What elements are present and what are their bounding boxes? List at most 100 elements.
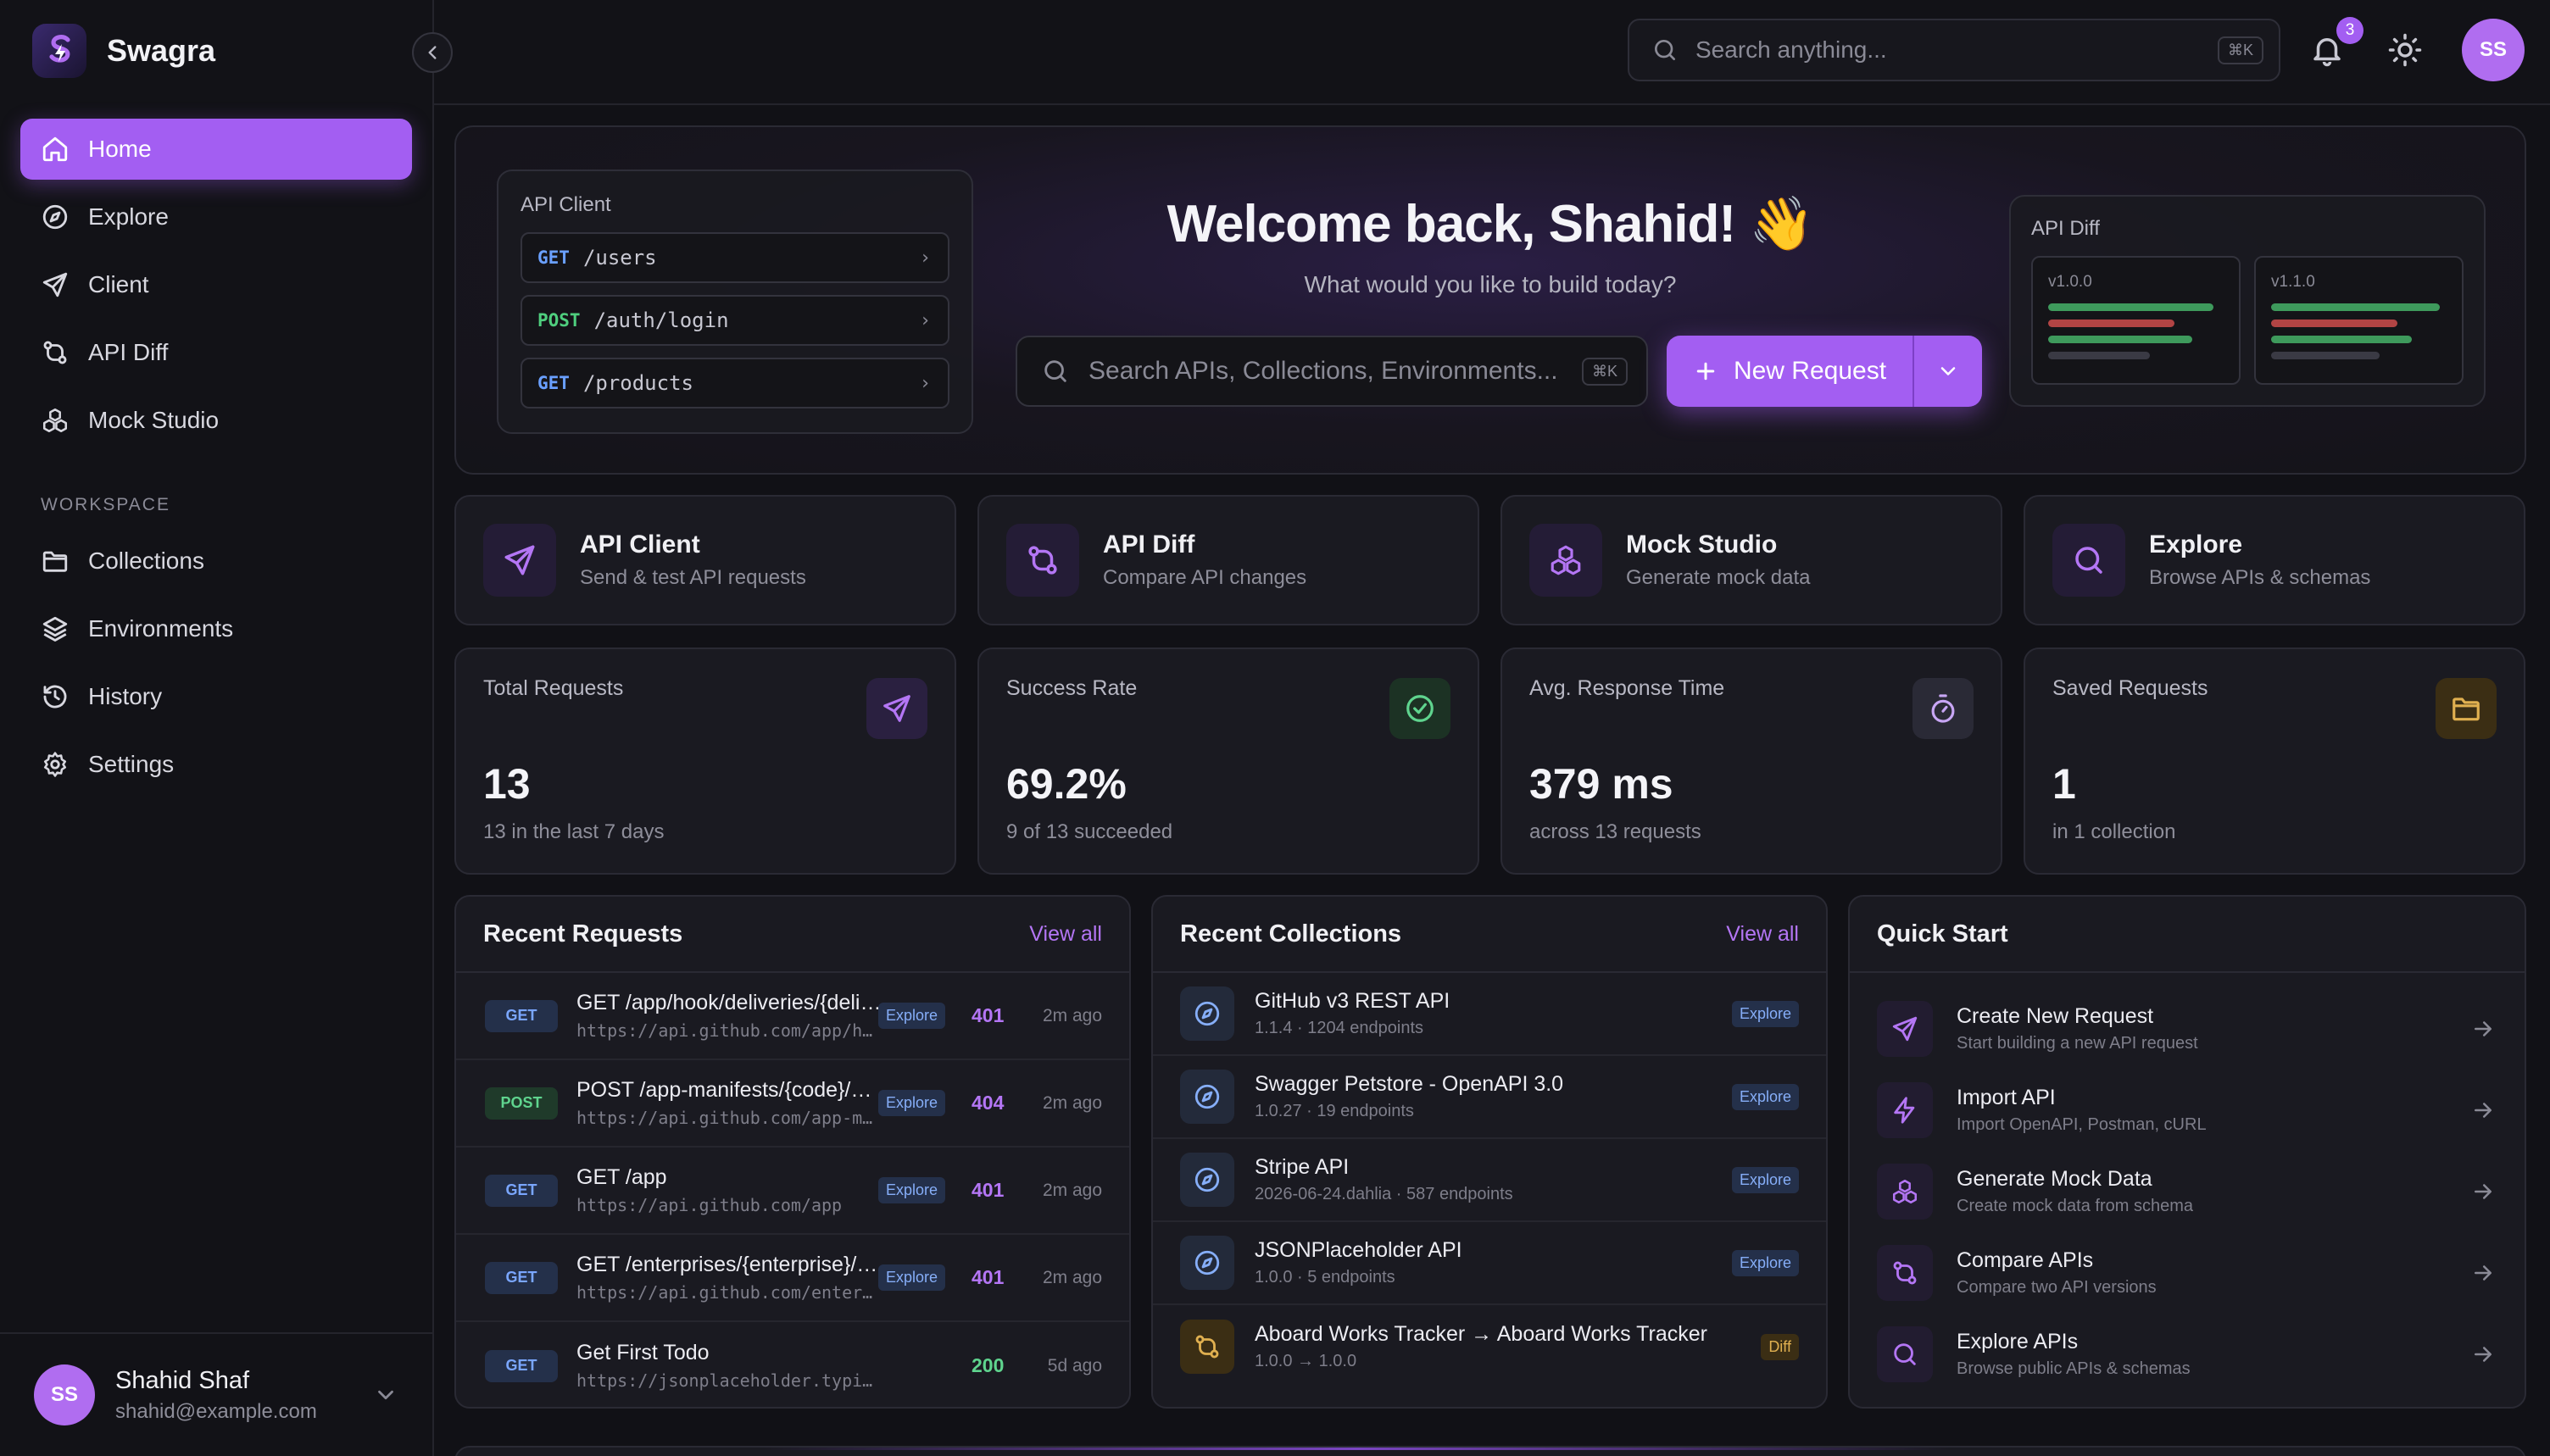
feature-card-explore[interactable]: Explore Browse APIs & schemas [2024, 495, 2525, 625]
stat-subtext: 9 of 13 succeeded [1006, 820, 1173, 843]
user-name: Shahid Shaf [115, 1366, 250, 1394]
method-badge: GET [485, 999, 558, 1032]
quick-start-subtitle: Create mock data from schema [1957, 1197, 2193, 1215]
sidebar-item-label: API Diff [88, 339, 169, 365]
sample-request[interactable]: GET /users › [521, 232, 949, 283]
sidebar-item-settings[interactable]: Settings [20, 734, 412, 795]
request-path: /auth/login [593, 308, 729, 332]
quick-start-explore-apis[interactable]: Explore APIs Browse public APIs & schemas [1850, 1314, 2525, 1395]
search-shortcut: ⌘K [1581, 357, 1628, 386]
timer-icon [1913, 678, 1974, 739]
compass-icon [41, 203, 70, 231]
api-diff-preview-card: API Diff v1.0.0 v1.1.0 [2009, 195, 2486, 407]
table-row[interactable]: GET GET /app https://api.github.com/app E… [456, 1148, 1129, 1235]
compass-icon [1180, 1070, 1234, 1124]
stat-card-success-rate: Success Rate 69.2% 9 of 13 succeeded [977, 647, 1479, 875]
collapse-sidebar-button[interactable] [412, 32, 453, 73]
sidebar-item-label: Explore [88, 203, 169, 230]
method-badge: GET [485, 1349, 558, 1382]
stat-label: Total Requests [483, 676, 624, 700]
card-title: API Client [521, 193, 611, 216]
sidebar-item-collections[interactable]: Collections [20, 531, 412, 592]
request-name: GET /app [576, 1165, 667, 1189]
card-title: API Diff [2031, 217, 2100, 240]
quick-start-create-request[interactable]: Create New Request Start building a new A… [1850, 988, 2525, 1070]
feature-title: API Client [580, 531, 700, 559]
quick-start-compare-apis[interactable]: Compare APIs Compare two API versions [1850, 1232, 2525, 1314]
theme-toggle-button[interactable] [2387, 32, 2423, 68]
table-row[interactable]: GET GET /app/hook/deliveries/{delivery_i… [456, 973, 1129, 1060]
sidebar-item-api-diff[interactable]: API Diff [20, 322, 412, 383]
table-row[interactable]: GET Get First Todo https://jsonplaceholde… [456, 1322, 1129, 1407]
hero-search-input[interactable]: Search APIs, Collections, Environments..… [1016, 336, 1648, 407]
sidebar: Swagra Home Explore Client API Diff Mock… [0, 0, 434, 1456]
new-request-dropdown[interactable] [1914, 359, 1982, 383]
sidebar-item-mock-studio[interactable]: Mock Studio [20, 390, 412, 451]
view-all-link[interactable]: View all [1029, 921, 1102, 946]
source-tag: Explore [878, 1003, 946, 1029]
stat-card-saved-requests: Saved Requests 1 in 1 collection [2024, 647, 2525, 875]
stat-value: 379 ms [1529, 760, 1673, 808]
gear-icon [41, 750, 70, 779]
sidebar-item-environments[interactable]: Environments [20, 598, 412, 659]
list-item[interactable]: Aboard Works Tracker → Aboard Works Trac… [1153, 1305, 1826, 1388]
send-icon [1877, 1001, 1933, 1057]
timestamp: 2m ago [1042, 1180, 1102, 1200]
table-row[interactable]: POST POST /app-manifests/{code}/conversi… [456, 1060, 1129, 1148]
table-row[interactable]: GET GET /enterprises/{enterprise}/action… [456, 1235, 1129, 1322]
notification-badge: 3 [2336, 17, 2363, 44]
top-avatar[interactable]: SS [2462, 19, 2525, 81]
user-email: shahid@example.com [115, 1399, 317, 1423]
quick-start-import-api[interactable]: Import API Import OpenAPI, Postman, cURL [1850, 1070, 2525, 1151]
arrow-right-icon [2470, 1260, 2496, 1286]
sidebar-item-client[interactable]: Client [20, 254, 412, 315]
method-label: GET [537, 373, 570, 393]
request-url: https://api.github.com/enterprises [576, 1282, 882, 1303]
avatar: SS [34, 1364, 95, 1425]
view-all-link[interactable]: View all [1726, 921, 1799, 946]
list-item[interactable]: Swagger Petstore - OpenAPI 3.0 1.0.27 · 1… [1153, 1056, 1826, 1139]
list-item[interactable]: GitHub v3 REST API 1.1.4 · 1204 endpoints… [1153, 973, 1826, 1056]
chevron-right-icon: › [919, 247, 931, 269]
arrow-right-icon [2470, 1016, 2496, 1042]
app-logo[interactable]: Swagra [32, 24, 215, 78]
sidebar-item-label: Home [88, 136, 152, 162]
chevron-down-icon [1936, 359, 1960, 383]
app-name: Swagra [107, 33, 216, 68]
collection-meta: 1.0.27 · 19 endpoints [1255, 1102, 1414, 1120]
sidebar-item-home[interactable]: Home [20, 119, 412, 180]
search-placeholder: Search APIs, Collections, Environments..… [1088, 357, 1558, 385]
collection-meta: 1.1.4 · 1204 endpoints [1255, 1019, 1424, 1037]
list-item[interactable]: JSONPlaceholder API 1.0.0 · 5 endpoints E… [1153, 1222, 1826, 1305]
search-icon [1651, 36, 1679, 64]
global-search-input[interactable]: Search anything... ⌘K [1628, 19, 2280, 81]
timestamp: 2m ago [1042, 1267, 1102, 1287]
source-tag: Diff [1761, 1333, 1799, 1360]
source-tag: Explore [1731, 1083, 1799, 1110]
timestamp: 5d ago [1047, 1355, 1102, 1375]
user-menu[interactable]: SS Shahid Shaf shahid@example.com [0, 1332, 432, 1456]
request-url: https://api.github.com/app-manifests [576, 1108, 882, 1128]
source-tag: Explore [878, 1090, 946, 1116]
collection-name: Swagger Petstore - OpenAPI 3.0 [1255, 1072, 1564, 1096]
search-icon [1877, 1326, 1933, 1382]
feature-card-api-client[interactable]: API Client Send & test API requests [454, 495, 956, 625]
quick-start-subtitle: Start building a new API request [1957, 1034, 2198, 1053]
sample-request[interactable]: GET /products › [521, 358, 949, 408]
request-url: https://jsonplaceholder.typicode.com/tod… [576, 1370, 882, 1391]
sidebar-item-history[interactable]: History [20, 666, 412, 727]
collection-name: Stripe API [1255, 1155, 1350, 1179]
main-nav: Home Explore Client API Diff Mock Studio… [20, 119, 412, 802]
quick-start-subtitle: Browse public APIs & schemas [1957, 1359, 2191, 1378]
new-request-button[interactable]: New Request [1667, 357, 1913, 386]
list-item[interactable]: Stripe API 2026-06-24.dahlia · 587 endpoi… [1153, 1139, 1826, 1222]
source-tag: Explore [878, 1264, 946, 1291]
quick-start-generate-mock[interactable]: Generate Mock Data Create mock data from … [1850, 1151, 2525, 1232]
sample-request[interactable]: POST /auth/login › [521, 295, 949, 346]
quick-start-subtitle: Import OpenAPI, Postman, cURL [1957, 1115, 2207, 1134]
sidebar-item-explore[interactable]: Explore [20, 186, 412, 247]
quick-start-title: Generate Mock Data [1957, 1167, 2152, 1191]
feature-subtitle: Generate mock data [1626, 566, 1811, 589]
feature-card-mock-studio[interactable]: Mock Studio Generate mock data [1500, 495, 2002, 625]
feature-card-api-diff[interactable]: API Diff Compare API changes [977, 495, 1479, 625]
